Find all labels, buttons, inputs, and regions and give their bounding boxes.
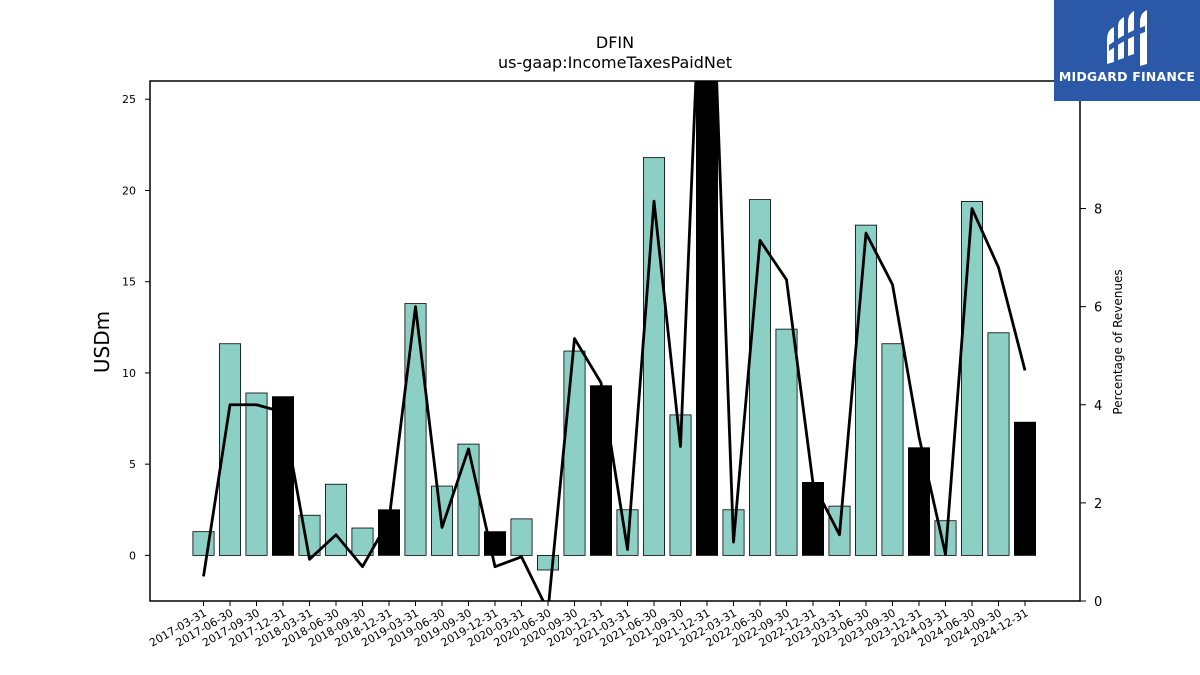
bar-2018-06-30 <box>324 483 347 556</box>
y2-tick-label: 4 <box>1094 399 1102 414</box>
chart-subtitle: us-gaap:IncomeTaxesPaidNet <box>498 53 732 72</box>
bar-2024-12-31 <box>1014 421 1037 556</box>
bar-2020-06-30 <box>537 554 560 571</box>
brand-logo: MIDGARD FINANCE <box>1054 0 1200 101</box>
bar-2017-06-30 <box>218 343 241 556</box>
bar-2019-09-30 <box>457 443 480 556</box>
y-tick-label: 10 <box>122 367 136 380</box>
line-group <box>202 81 1027 601</box>
left-axis: 0 5 10 15 20 25 <box>122 93 150 562</box>
bar-2023-12-31 <box>908 447 931 556</box>
bar-2022-09-30 <box>775 328 798 556</box>
y2-axis-label: Percentage of Revenues <box>1111 269 1125 414</box>
y-tick-label: 15 <box>122 276 136 289</box>
y2-tick-label: 6 <box>1094 301 1102 316</box>
bar-2020-12-31 <box>590 385 613 556</box>
y-axis-label: USDm <box>90 311 114 373</box>
right-axis: 0 2 4 6 8 <box>1080 203 1102 610</box>
bar-2021-12-31 <box>696 81 719 556</box>
y-tick-label: 20 <box>122 184 136 197</box>
bar-2019-03-31 <box>404 303 427 556</box>
x-axis: 2017-03-312017-06-302017-09-302017-12-31… <box>147 601 1031 650</box>
y-tick-label: 25 <box>122 93 136 106</box>
y2-tick-label: 2 <box>1094 497 1102 512</box>
y-tick-label: 0 <box>129 549 136 562</box>
bar-2020-09-30 <box>563 350 586 556</box>
bar-2022-12-31 <box>802 481 825 556</box>
y-tick-label: 5 <box>129 458 136 471</box>
plot-frame <box>149 80 1081 602</box>
brand-logo-text: MIDGARD FINANCE <box>1058 69 1196 84</box>
midgard-logo-icon <box>1107 10 1147 66</box>
y2-tick-label: 8 <box>1094 203 1102 218</box>
bar-2023-06-30 <box>855 224 878 556</box>
bars-group <box>192 81 1037 571</box>
bar-2017-09-30 <box>245 392 268 556</box>
y2-tick-label: 0 <box>1094 595 1102 610</box>
revenue-percentage-line <box>202 81 1027 601</box>
bar-2017-12-31 <box>271 396 294 556</box>
bar-2023-09-30 <box>881 343 904 556</box>
bar-2020-03-31 <box>510 518 533 556</box>
bar-2018-09-30 <box>351 527 374 556</box>
bar-2024-09-30 <box>987 332 1010 556</box>
chart-title: DFIN <box>596 33 634 52</box>
bar-2024-06-30 <box>961 201 984 556</box>
